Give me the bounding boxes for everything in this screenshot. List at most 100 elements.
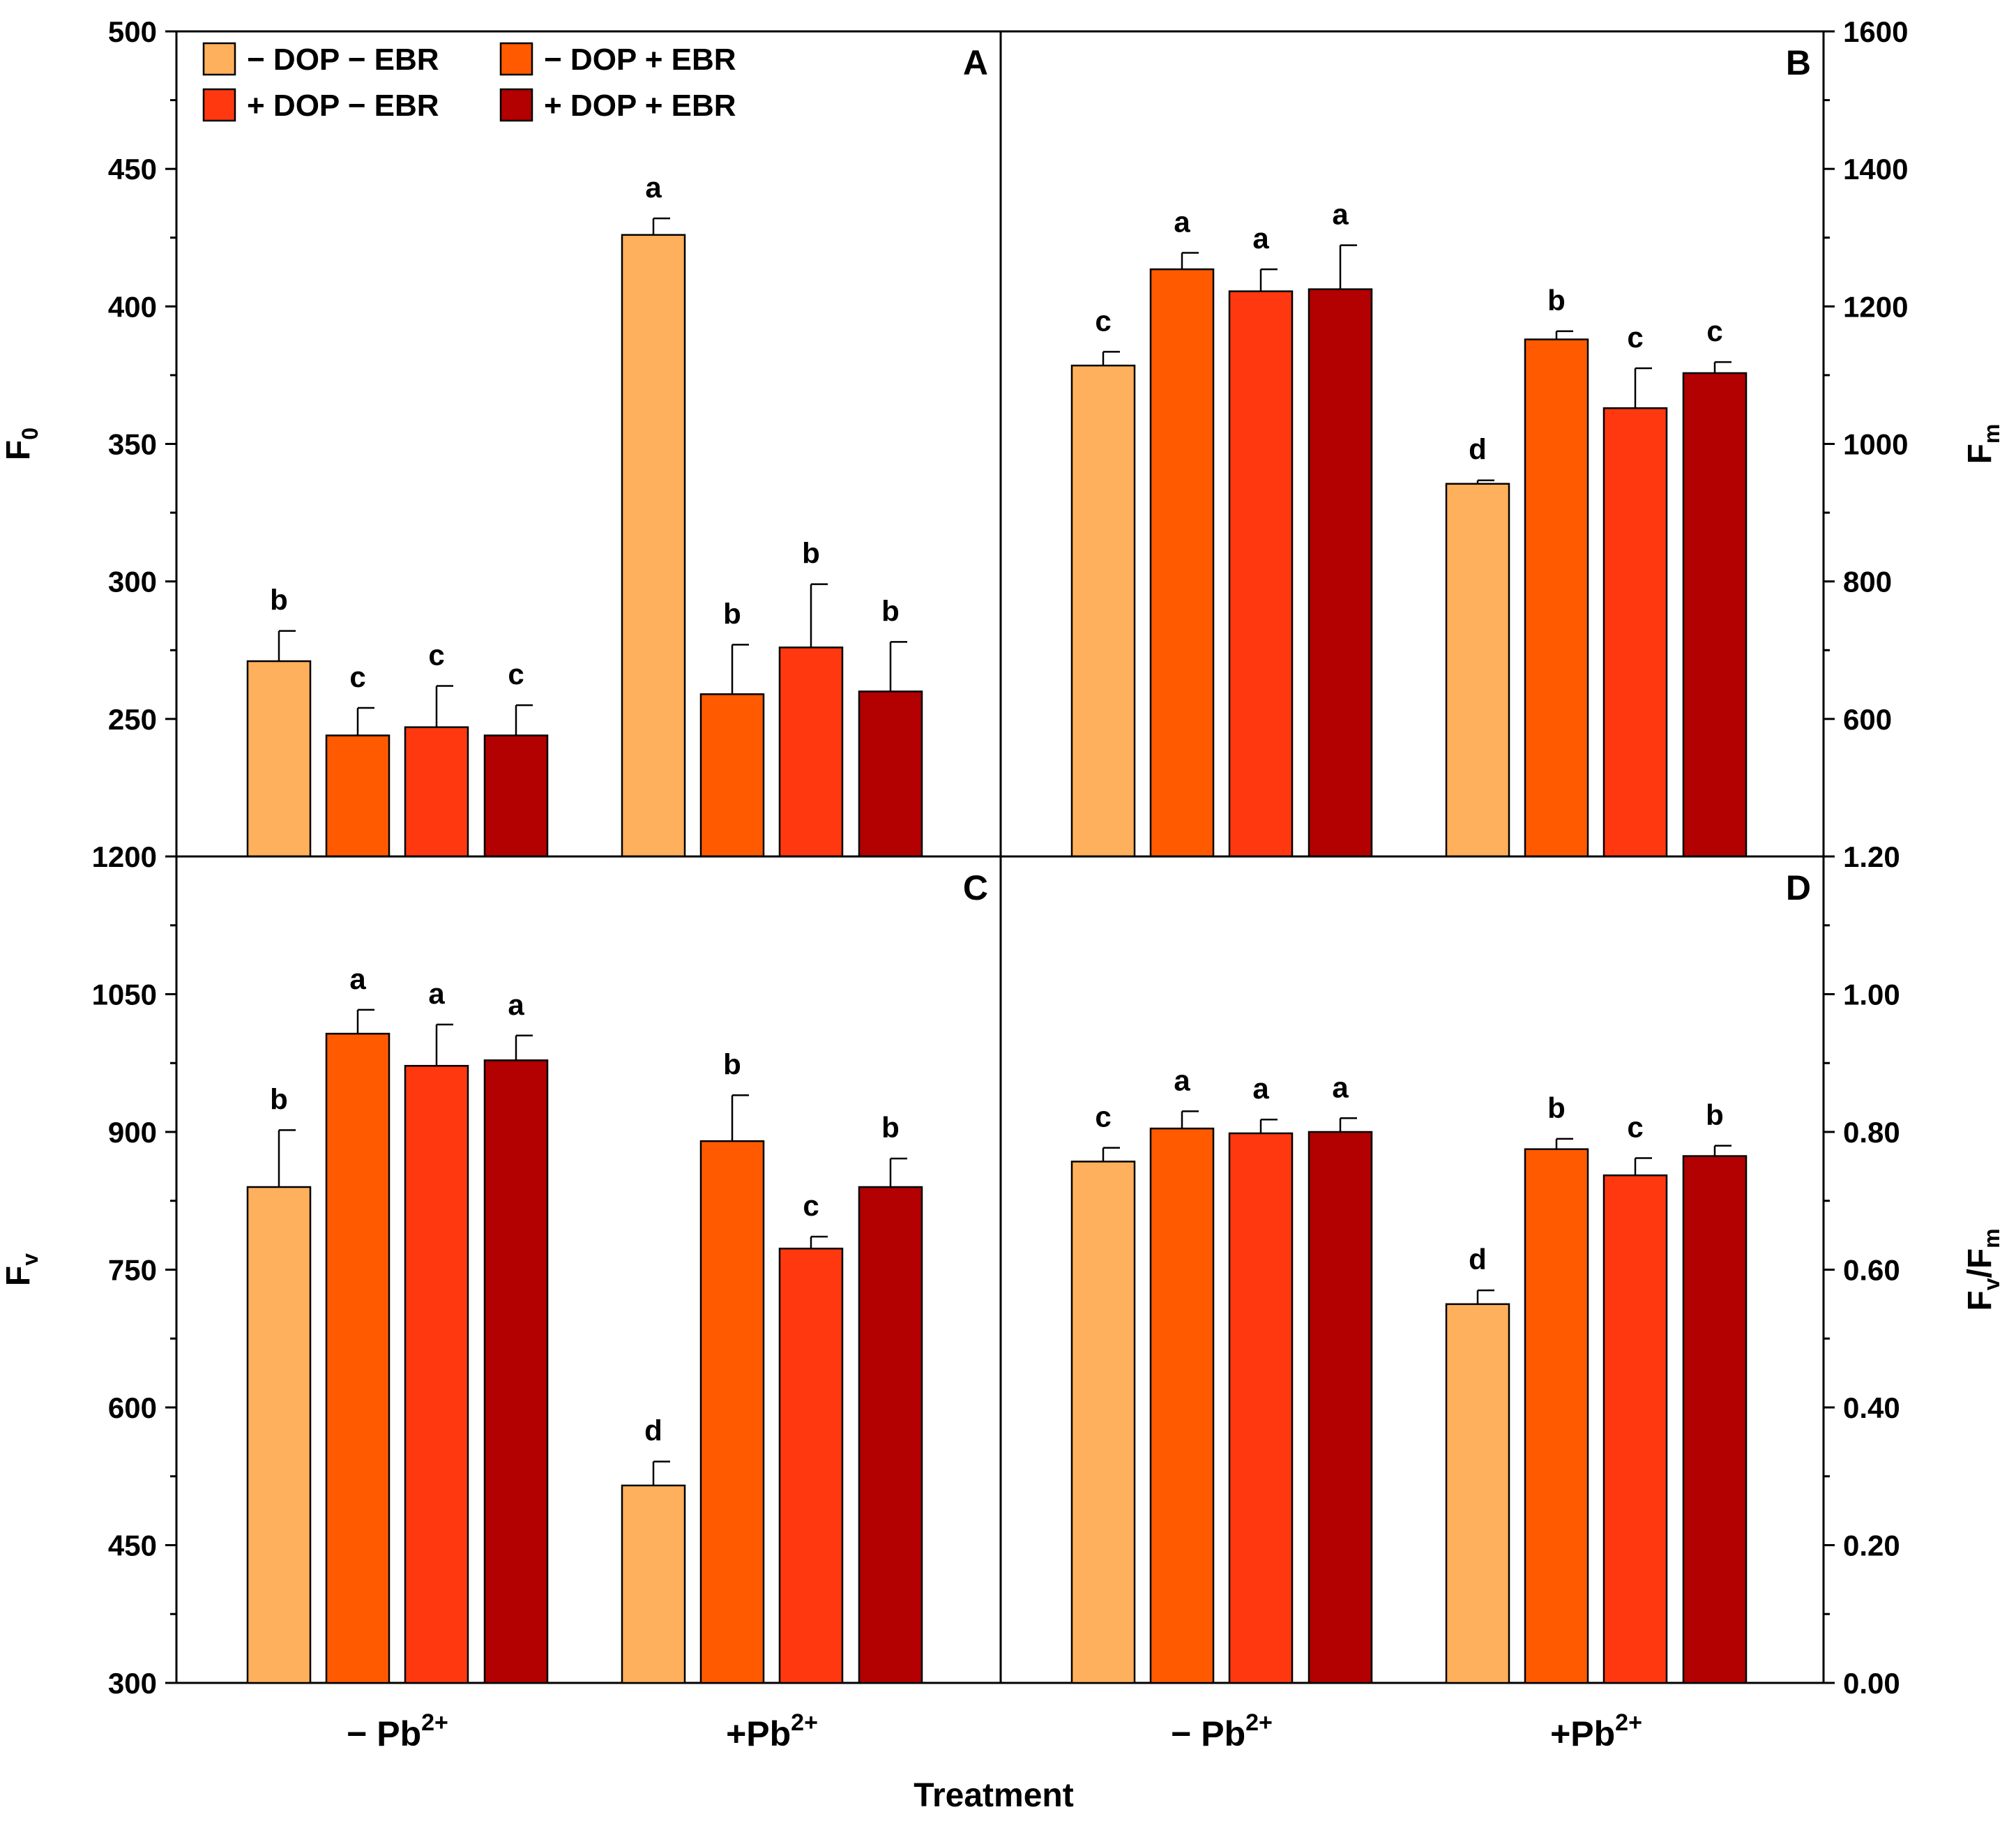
significance-letter: a [1252, 222, 1269, 255]
bar [246, 1186, 312, 1684]
legend-swatch [202, 42, 236, 76]
significance-letter: b [802, 537, 820, 570]
significance-letter: a [1332, 198, 1349, 231]
legend-label: − DOP + EBR [544, 43, 736, 77]
bar [699, 693, 765, 858]
significance-letter: b [1706, 1098, 1724, 1131]
bar [404, 1064, 469, 1684]
y-tick-label: 350 [108, 428, 157, 461]
y-tick-label: 250 [108, 703, 157, 736]
significance-letter: a [428, 977, 445, 1010]
panel-letter: B [1786, 43, 1811, 82]
y-tick-label: 800 [1843, 566, 1892, 598]
legend-entry: − DOP + EBR [499, 42, 736, 77]
y-tick-label: 1.20 [1843, 840, 1900, 873]
significance-letter: b [270, 1082, 288, 1115]
y-tick-label: 300 [108, 566, 157, 598]
bar [1682, 372, 1748, 858]
y-tick-label: 1200 [92, 840, 157, 873]
y-tick-label: 400 [108, 290, 157, 323]
panels: A 250 300 350 400 450 500 F0 b a c b c b c b B 600 800 1000… [0, 15, 2004, 1753]
y-axis-title: F0 [0, 428, 43, 460]
significance-letter: b [1547, 1091, 1566, 1124]
legend-entry: − DOP − EBR [202, 42, 439, 77]
bar [1308, 288, 1373, 858]
significance-letter: a [1174, 1064, 1190, 1096]
panel-a: A 250 300 350 400 450 500 F0 b a c b c b c b [0, 15, 1002, 858]
y-tick-label: 900 [108, 1116, 157, 1149]
significance-letter: a [508, 988, 524, 1021]
significance-letter: c [1627, 321, 1643, 354]
significance-letter: b [881, 594, 900, 627]
y-tick-label: 500 [108, 15, 157, 48]
significance-letter: a [349, 962, 366, 995]
legend-entry: + DOP + EBR [499, 88, 736, 123]
bar [1524, 338, 1589, 858]
y-tick-label: 1400 [1843, 153, 1908, 186]
bar [1149, 1127, 1215, 1684]
x-category-label: − Pb2+ [1171, 1709, 1273, 1753]
legend-swatch [499, 88, 533, 122]
y-tick-label: 1600 [1843, 15, 1908, 48]
significance-letter: c [1095, 1101, 1111, 1133]
y-axis-title: Fv [0, 1253, 43, 1286]
x-category-label: − Pb2+ [347, 1709, 448, 1753]
bar [1149, 268, 1215, 858]
bar [1308, 1131, 1373, 1684]
y-tick-label: 0.80 [1843, 1116, 1900, 1149]
significance-letter: b [1547, 284, 1566, 317]
bar [621, 234, 686, 858]
significance-letter: d [1469, 1243, 1487, 1276]
significance-letter: b [881, 1111, 900, 1144]
legend-swatch [202, 88, 236, 122]
significance-letter: d [644, 1414, 662, 1447]
bar [483, 734, 549, 858]
x-category-label: +Pb2+ [1550, 1709, 1642, 1753]
significance-letter: b [723, 1048, 741, 1080]
y-tick-label: 1.00 [1843, 978, 1900, 1011]
bar [325, 734, 391, 858]
y-tick-label: 300 [108, 1667, 157, 1700]
bar [858, 1186, 923, 1684]
legend-label: − DOP − EBR [247, 43, 439, 77]
y-axis-title: Fv/Fm [1962, 1228, 2004, 1310]
bar [1228, 1132, 1294, 1684]
legend: − DOP − EBR − DOP + EBR + DOP − EBR + DOP +… [202, 42, 736, 123]
significance-letter: a [1174, 205, 1190, 238]
bar [1070, 364, 1136, 858]
significance-letter: d [1469, 433, 1487, 466]
x-axis-title: Treatment [914, 1777, 1073, 1814]
bar [621, 1484, 686, 1684]
significance-letter: c [508, 658, 524, 690]
significance-letter: c [349, 660, 365, 693]
y-tick-label: 0.00 [1843, 1667, 1900, 1700]
significance-letter: a [645, 171, 662, 204]
y-tick-label: 600 [1843, 703, 1892, 736]
significance-letter: b [723, 597, 741, 630]
y-tick-label: 1200 [1843, 290, 1908, 323]
significance-letter: a [1252, 1072, 1269, 1105]
significance-letter: b [270, 584, 288, 617]
y-tick-label: 450 [108, 153, 157, 186]
legend-label: + DOP + EBR [544, 89, 736, 123]
bar [1228, 290, 1294, 858]
bar [858, 690, 923, 858]
significance-letter: c [428, 639, 444, 672]
y-tick-label: 0.40 [1843, 1391, 1900, 1424]
bar [778, 647, 844, 858]
bar [1070, 1161, 1136, 1684]
y-axis-title: Fm [1962, 424, 2004, 464]
panel-d: D 0.00 0.20 0.40 0.60 0.80 1.00 1.20 Fv/Fm c d a b a c… [999, 840, 2004, 1753]
bar [1602, 407, 1668, 858]
bar [325, 1032, 391, 1684]
bar [778, 1247, 844, 1684]
bar [699, 1140, 765, 1684]
significance-letter: c [1706, 315, 1722, 347]
legend-entry: + DOP − EBR [202, 88, 439, 123]
y-tick-label: 750 [108, 1254, 157, 1287]
x-category-label: +Pb2+ [726, 1709, 818, 1753]
significance-letter: c [1627, 1111, 1643, 1144]
bar [1682, 1155, 1748, 1684]
panel-b: B 600 800 1000 1200 1400 1600 Fm c d a b a c a c [999, 15, 2004, 858]
